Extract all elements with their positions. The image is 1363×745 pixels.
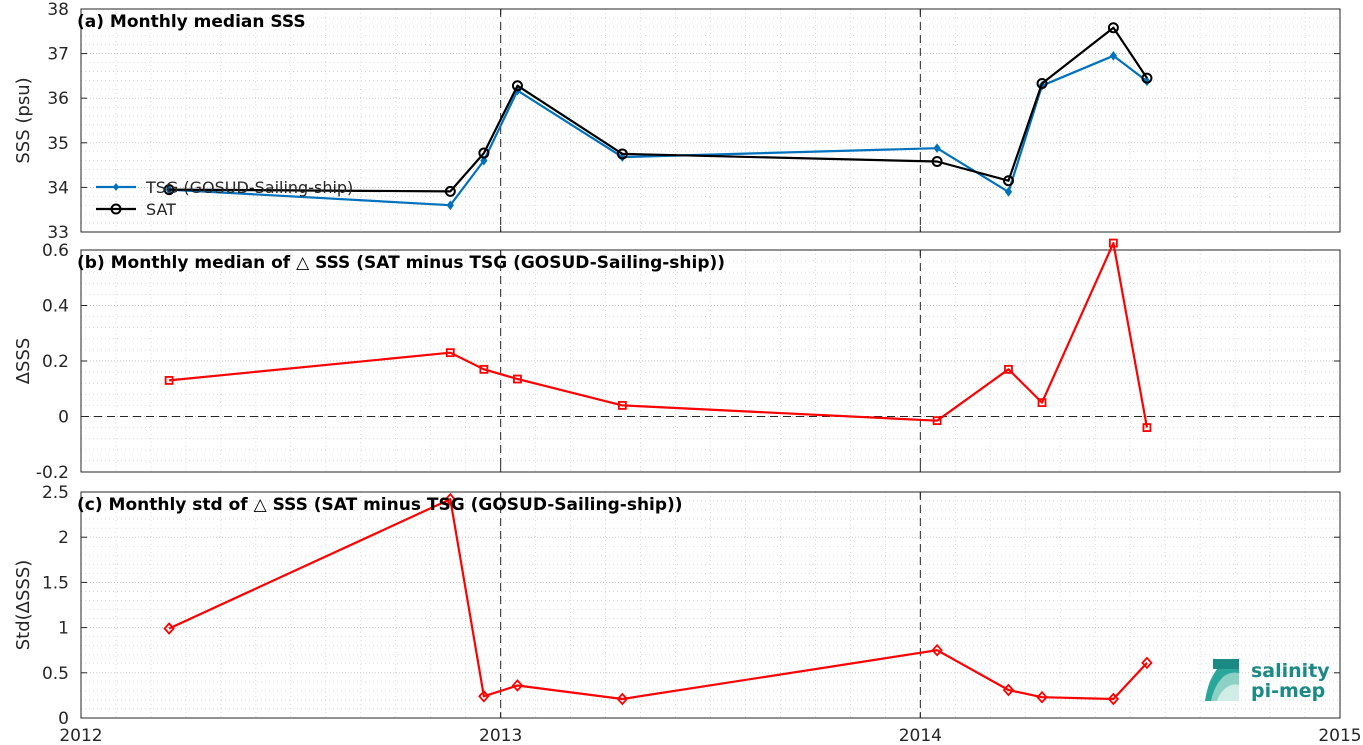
y-tick-label: 35 <box>47 134 69 154</box>
data-point <box>511 80 523 92</box>
axes-box <box>80 8 1341 233</box>
y-tick-label: 2 <box>58 528 69 548</box>
x-tick-label: 2012 <box>59 726 102 745</box>
y-tick-label: 33 <box>47 223 69 243</box>
logo-line2: pi-mep <box>1251 680 1325 702</box>
panel-title: (c) Monthly std of △ SSS (SAT minus TSG … <box>77 495 683 515</box>
data-point <box>513 374 522 384</box>
panel-a: 33 34 35 36 37 38 (a) Monthly median SSS SSS (p… <box>13 0 1341 243</box>
data-point <box>1141 72 1153 84</box>
panel-title: (a) Monthly median SSS <box>77 12 306 32</box>
data-point <box>444 185 456 197</box>
y-tick-label: 0 <box>58 709 69 729</box>
data-point <box>1004 364 1013 374</box>
data-point <box>163 622 175 635</box>
y-tick-label: 1.5 <box>42 573 69 593</box>
data-point <box>1036 77 1048 89</box>
data-point <box>446 200 454 211</box>
y-tick-label: 37 <box>47 45 69 65</box>
data-point <box>931 643 943 657</box>
data-point <box>478 689 490 703</box>
data-point <box>1107 22 1119 34</box>
data-point <box>480 155 488 166</box>
data-point <box>478 147 490 159</box>
y-tick-label: 0.4 <box>42 297 69 317</box>
panel-c: 0 0.5 1 1.5 2 2.5 (c) Monthly std of △ SSS (SA… <box>13 483 1362 745</box>
y-axis-label: Std(ΔSSS) <box>13 560 34 651</box>
legend-marker <box>113 183 119 191</box>
data-point <box>1036 690 1048 704</box>
legend: TSG (GOSUD-Sailing-ship) SAT <box>96 178 353 219</box>
y-tick-label: 0.6 <box>42 241 69 261</box>
data-point <box>933 143 941 153</box>
series-line-delta <box>168 242 1149 428</box>
data-point <box>479 364 489 374</box>
series-line-delta <box>168 498 1148 701</box>
y-tick-label: 34 <box>47 178 69 198</box>
data-point <box>164 376 174 385</box>
data-point <box>617 400 627 410</box>
data-point <box>1109 50 1118 61</box>
chart-panels: 33 34 35 36 37 38 (a) Monthly median SSS SSS (p… <box>13 0 1362 745</box>
data-point <box>616 692 629 706</box>
x-tick-label: 2014 <box>899 726 942 745</box>
data-point <box>932 416 942 426</box>
data-point <box>1142 423 1152 433</box>
axes-box <box>80 249 1341 473</box>
data-point <box>1108 238 1118 248</box>
x-tick-label: 2015 <box>1318 726 1361 745</box>
legend-marker <box>110 203 122 215</box>
salinity-pi-mep-logo: salinity pi-mep <box>1205 659 1330 702</box>
y-tick-label: 2.5 <box>42 483 69 503</box>
y-tick-label: 0.5 <box>42 664 69 684</box>
data-point <box>1107 692 1120 706</box>
data-point <box>616 148 628 160</box>
data-point <box>1037 398 1047 408</box>
data-point <box>445 348 455 358</box>
data-point <box>1004 187 1013 197</box>
y-tick-label: 36 <box>47 89 69 109</box>
y-axis-label: SSS (psu) <box>13 77 34 163</box>
data-point <box>1002 175 1014 187</box>
data-point <box>444 492 457 506</box>
panel-b: -0.2 0 0.2 0.4 0.6 (b) Monthly median of △ SS… <box>13 238 1341 483</box>
y-axis-label: ΔSSS <box>13 338 34 385</box>
y-tick-label: 1 <box>58 619 69 639</box>
y-tick-label: 38 <box>47 0 69 20</box>
series-line-sat <box>169 26 1148 193</box>
data-point <box>931 156 943 168</box>
y-tick-label: -0.2 <box>36 463 69 483</box>
logo-wave-icon-3 <box>1217 684 1239 701</box>
logo-line1: salinity <box>1251 660 1330 682</box>
legend-label: TSG (GOSUD-Sailing-ship) <box>145 178 353 197</box>
data-point <box>1002 683 1015 697</box>
series-line-tsg <box>169 54 1148 207</box>
y-tick-label: 0.2 <box>42 352 69 372</box>
panel-title: (b) Monthly median of △ SSS (SAT minus T… <box>77 253 725 273</box>
data-point <box>1141 656 1153 670</box>
logo-block-icon <box>1213 659 1239 669</box>
x-tick-label: 2013 <box>479 726 522 745</box>
y-tick-label: 0 <box>58 408 69 428</box>
legend-label: SAT <box>146 200 176 219</box>
axes-box <box>80 491 1341 719</box>
data-point <box>511 679 524 692</box>
data-point <box>163 184 175 196</box>
